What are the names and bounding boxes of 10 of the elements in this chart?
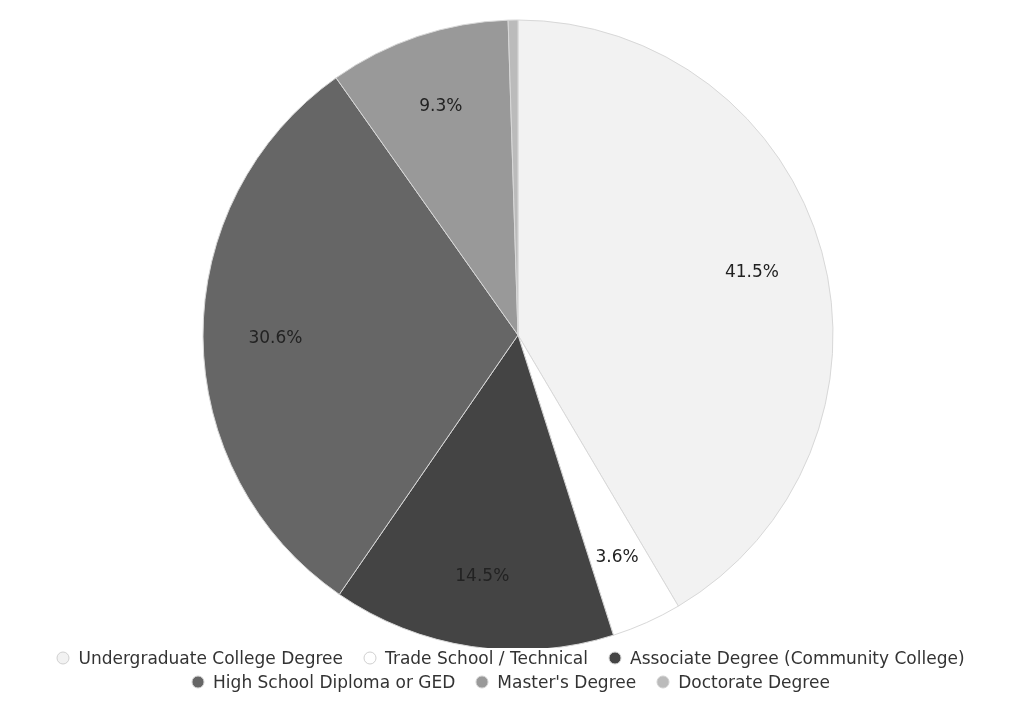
- data-label: 9.3%: [419, 95, 463, 116]
- legend-label: Associate Degree (Community College): [629, 648, 965, 668]
- data-label: 41.5%: [724, 261, 779, 281]
- legend-label: Trade School / Technical: [384, 648, 589, 668]
- legend-label: High School Diploma or GED: [212, 672, 456, 692]
- data-label: 30.6%: [248, 326, 303, 347]
- data-label: 3.6%: [595, 546, 639, 567]
- legend-label: Doctorate Degree: [677, 672, 830, 692]
- legend-label: Master's Degree: [496, 672, 637, 692]
- legend-label: Undergraduate College Degree: [77, 648, 344, 668]
